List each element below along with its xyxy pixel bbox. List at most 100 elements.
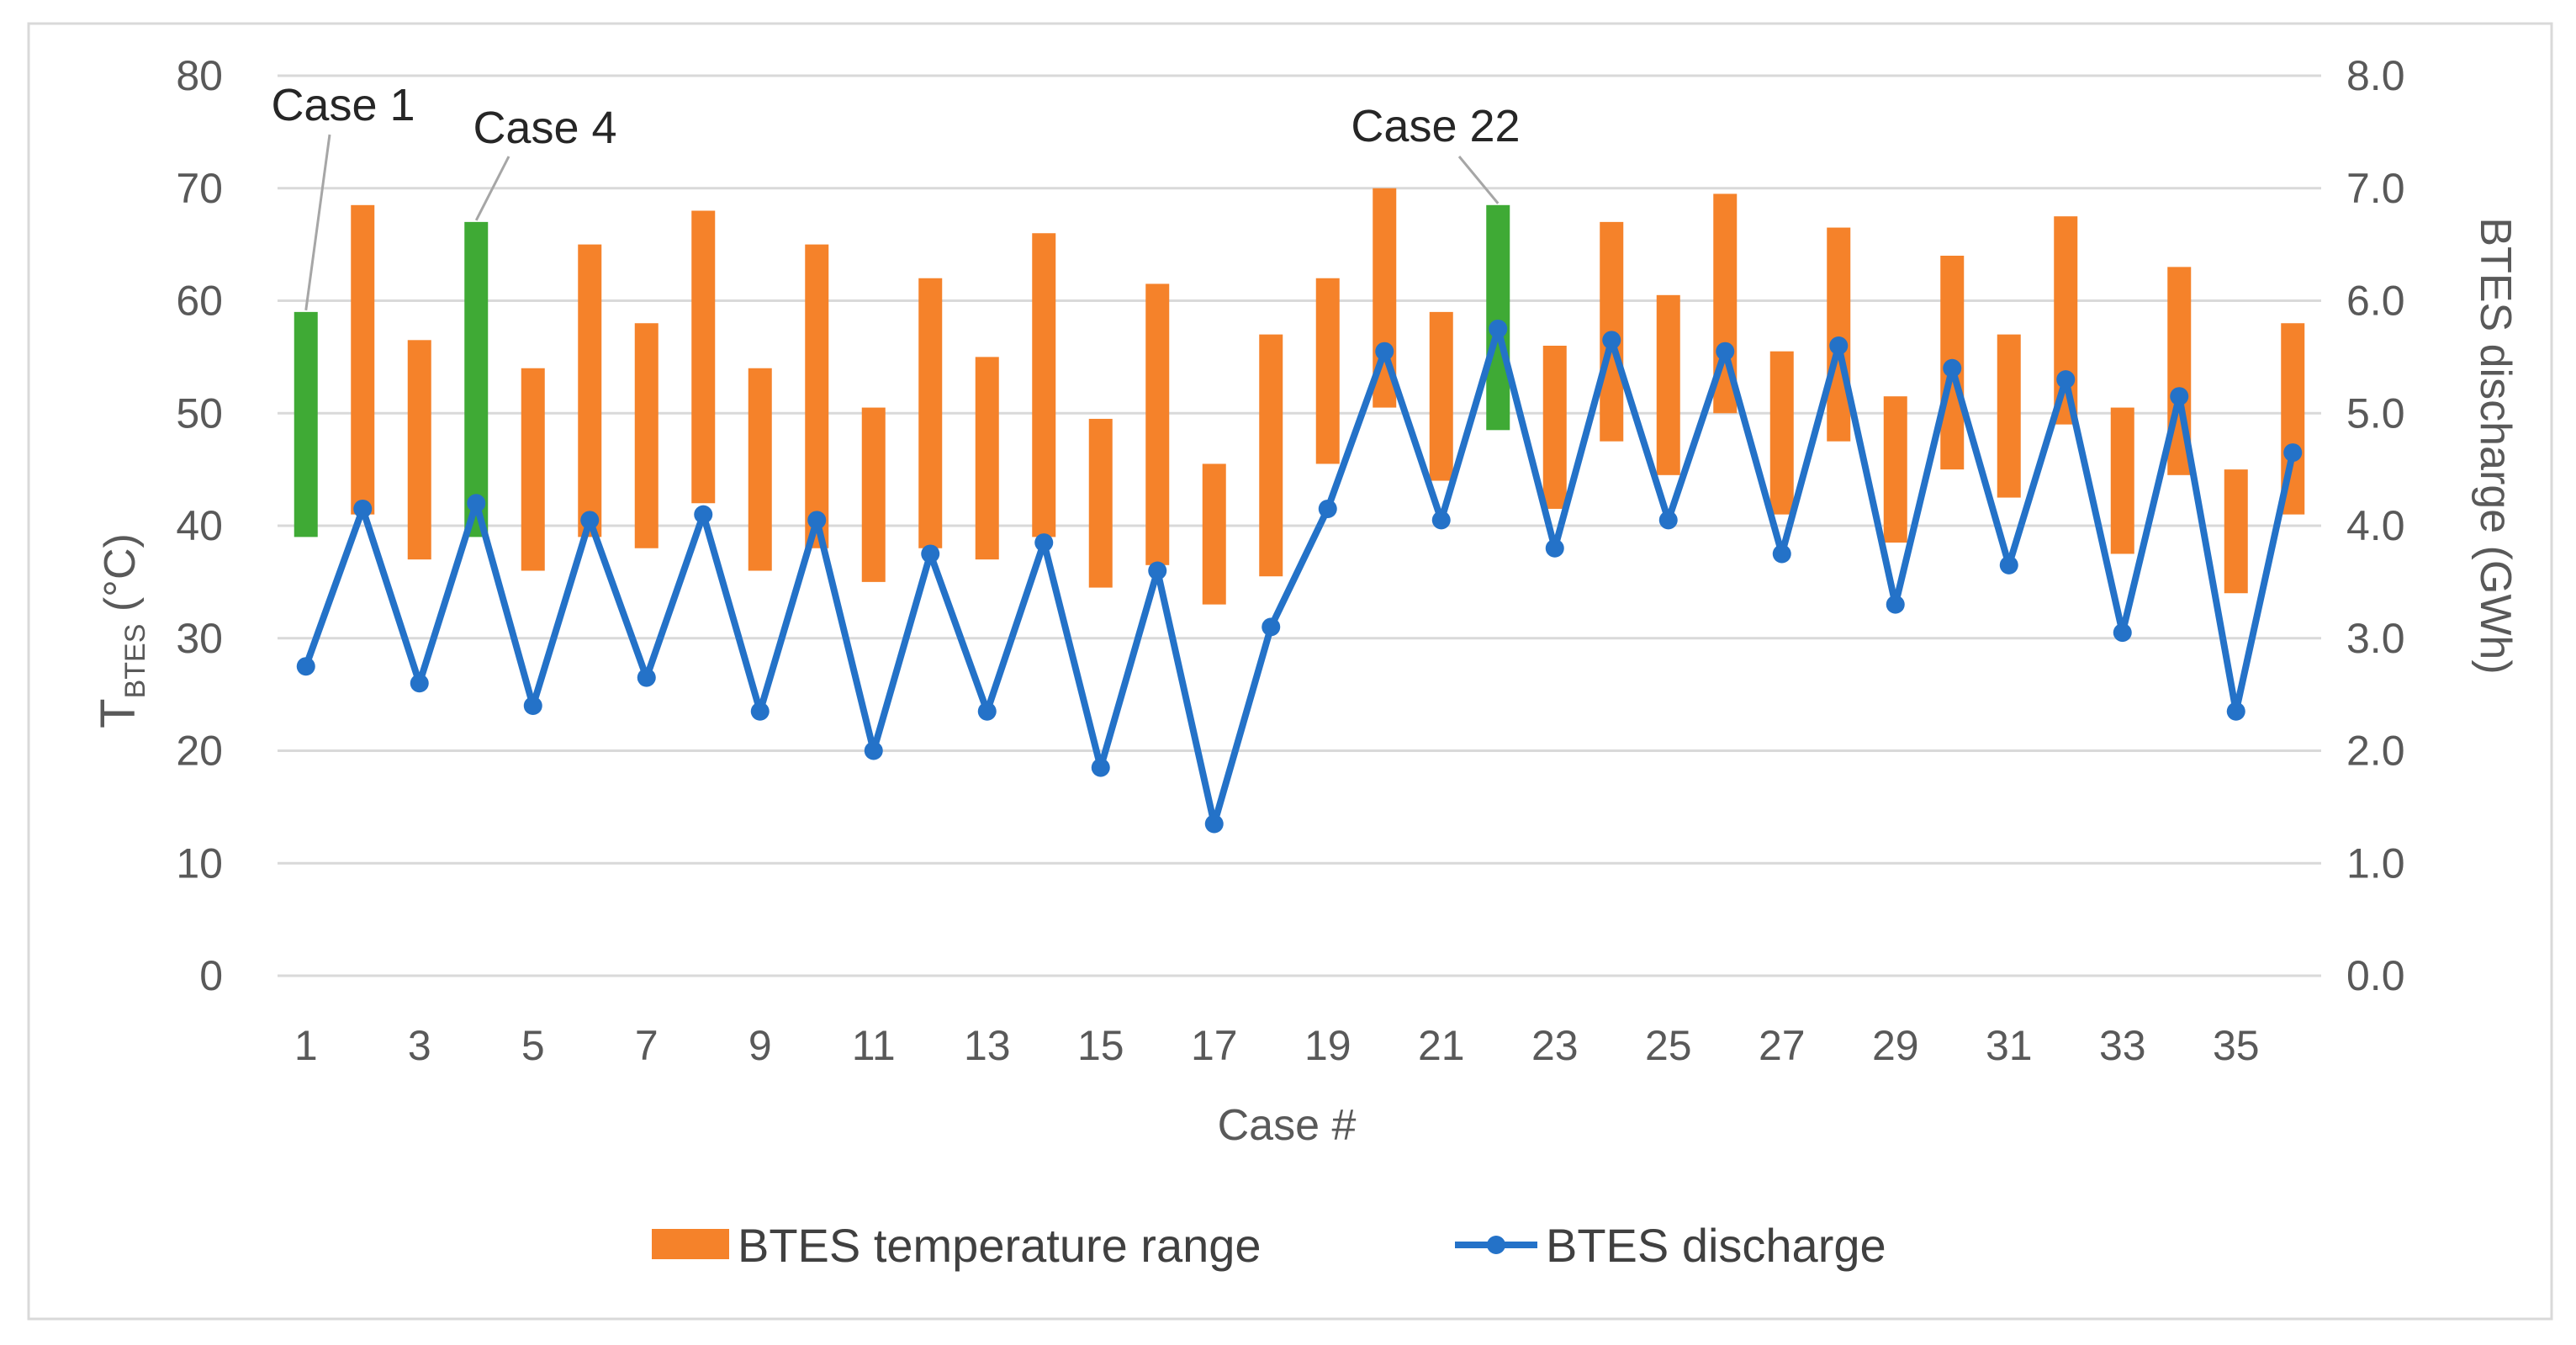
y-left-tick-label: 60 xyxy=(176,278,223,325)
temperature-range-bar xyxy=(1032,233,1056,537)
temperature-range-bar xyxy=(1997,334,2021,498)
y-left-title-sub: BTES xyxy=(119,624,151,699)
temperature-range-bar xyxy=(1145,283,1170,565)
discharge-point xyxy=(2056,370,2076,389)
x-tick-label: 3 xyxy=(408,1022,431,1069)
temperature-range-bar xyxy=(691,210,716,504)
discharge-point xyxy=(523,696,542,715)
discharge-point xyxy=(977,702,997,721)
discharge-point xyxy=(1262,617,1281,637)
x-tick-label: 35 xyxy=(2213,1022,2260,1069)
x-tick-label: 29 xyxy=(1872,1022,1919,1069)
discharge-point xyxy=(1375,342,1394,361)
discharge-point xyxy=(1318,499,1337,518)
chart-border xyxy=(27,22,2553,1321)
y-right-axis-title: BTES discharge (GWh) xyxy=(2471,217,2520,674)
x-tick-label: 19 xyxy=(1304,1022,1351,1069)
discharge-point xyxy=(637,668,656,687)
discharge-point xyxy=(1034,533,1054,553)
annotation-leader-line xyxy=(1457,156,1500,204)
temperature-range-bar xyxy=(918,278,943,548)
temperature-range-bar xyxy=(578,244,602,537)
x-tick-label: 27 xyxy=(1759,1022,1806,1069)
discharge-point xyxy=(2283,443,2303,463)
y-left-title-unit: (°C) xyxy=(96,533,145,623)
annotation-label: Case 1 xyxy=(271,80,415,130)
discharge-point xyxy=(1091,758,1110,777)
y-right-tick-label: 0.0 xyxy=(2346,952,2405,999)
discharge-point xyxy=(1148,561,1167,580)
temperature-range-bar xyxy=(407,340,431,560)
y-left-tick-label: 10 xyxy=(176,839,223,887)
discharge-point xyxy=(580,511,600,530)
annotation-leader-line xyxy=(304,134,331,311)
x-axis-title: Case # xyxy=(1218,1101,1357,1150)
legend-label-discharge: BTES discharge xyxy=(1546,1219,1886,1272)
legend-marker-discharge xyxy=(1487,1236,1505,1254)
x-tick-label: 25 xyxy=(1645,1022,1692,1069)
y-left-tick-label: 30 xyxy=(176,615,223,662)
temperature-range-bar xyxy=(521,368,545,571)
annotation-label: Case 22 xyxy=(1351,101,1520,151)
y-right-tick-label: 5.0 xyxy=(2346,389,2405,437)
x-tick-label: 9 xyxy=(748,1022,772,1069)
y-left-title-main: T xyxy=(91,698,145,728)
y-right-tick-label: 8.0 xyxy=(2346,52,2405,99)
discharge-series-line xyxy=(302,325,2297,828)
temperature-range-bar xyxy=(861,407,886,582)
discharge-point xyxy=(2113,623,2132,643)
temperature-range-bar xyxy=(1827,227,1851,442)
discharge-point xyxy=(1204,814,1224,834)
discharge-point xyxy=(467,494,486,513)
legend: BTES temperature range BTES discharge xyxy=(652,1219,1886,1272)
left-axis-ticks: 0 10 20 30 40 50 60 70 80 xyxy=(176,52,223,999)
discharge-point xyxy=(1658,511,1678,530)
temperature-range-bar xyxy=(1315,278,1340,464)
discharge-point xyxy=(1772,544,1791,564)
temperature-range-bar xyxy=(805,244,829,548)
temperature-range-bar-highlight xyxy=(1486,204,1510,431)
x-tick-label: 5 xyxy=(521,1022,545,1069)
temperature-range-bar xyxy=(748,368,772,571)
discharge-point xyxy=(296,657,315,676)
discharge-point xyxy=(1829,336,1849,355)
y-right-tick-label: 4.0 xyxy=(2346,502,2405,549)
y-left-tick-label: 40 xyxy=(176,502,223,549)
discharge-point xyxy=(1716,342,1735,361)
x-tick-label: 7 xyxy=(635,1022,659,1069)
discharge-point xyxy=(1489,319,1508,338)
discharge-point xyxy=(807,511,827,530)
discharge-point xyxy=(1545,538,1564,558)
x-axis-ticks: 1 3 5 7 9 11 13 15 17 19 21 23 25 27 29 31 33 35 xyxy=(294,1022,2260,1069)
discharge-point xyxy=(2170,387,2189,406)
temperature-range-bar xyxy=(1883,396,1907,543)
temperature-range-bar xyxy=(1769,351,1794,515)
annotation-leader-line xyxy=(474,156,510,221)
annotation-label: Case 4 xyxy=(473,103,616,153)
discharge-point xyxy=(864,741,883,760)
x-tick-label: 15 xyxy=(1077,1022,1124,1069)
temperature-range-bar xyxy=(2224,469,2248,594)
temperature-range-bar xyxy=(1542,346,1567,509)
discharge-point xyxy=(750,702,770,721)
discharge-point xyxy=(410,674,429,693)
discharge-point xyxy=(1602,331,1621,350)
right-axis-ticks: 0.0 1.0 2.0 3.0 4.0 5.0 6.0 7.0 8.0 xyxy=(2346,52,2405,999)
legend-label-temperature-range: BTES temperature range xyxy=(738,1219,1262,1272)
y-right-tick-label: 3.0 xyxy=(2346,615,2405,662)
x-tick-label: 11 xyxy=(852,1022,896,1069)
discharge-line xyxy=(296,319,2303,834)
x-tick-label: 31 xyxy=(1986,1022,2033,1069)
discharge-point xyxy=(694,505,713,524)
y-right-tick-label: 2.0 xyxy=(2346,728,2405,775)
legend-swatch-temperature-range xyxy=(652,1229,729,1259)
y-left-tick-label: 0 xyxy=(199,952,223,999)
discharge-point xyxy=(1431,511,1451,530)
x-tick-label: 13 xyxy=(964,1022,1011,1069)
temperature-range-bar-highlight xyxy=(294,311,318,537)
y-left-tick-label: 80 xyxy=(176,52,223,99)
discharge-point xyxy=(353,499,373,518)
gridlines xyxy=(278,74,2321,977)
x-tick-label: 17 xyxy=(1191,1022,1238,1069)
